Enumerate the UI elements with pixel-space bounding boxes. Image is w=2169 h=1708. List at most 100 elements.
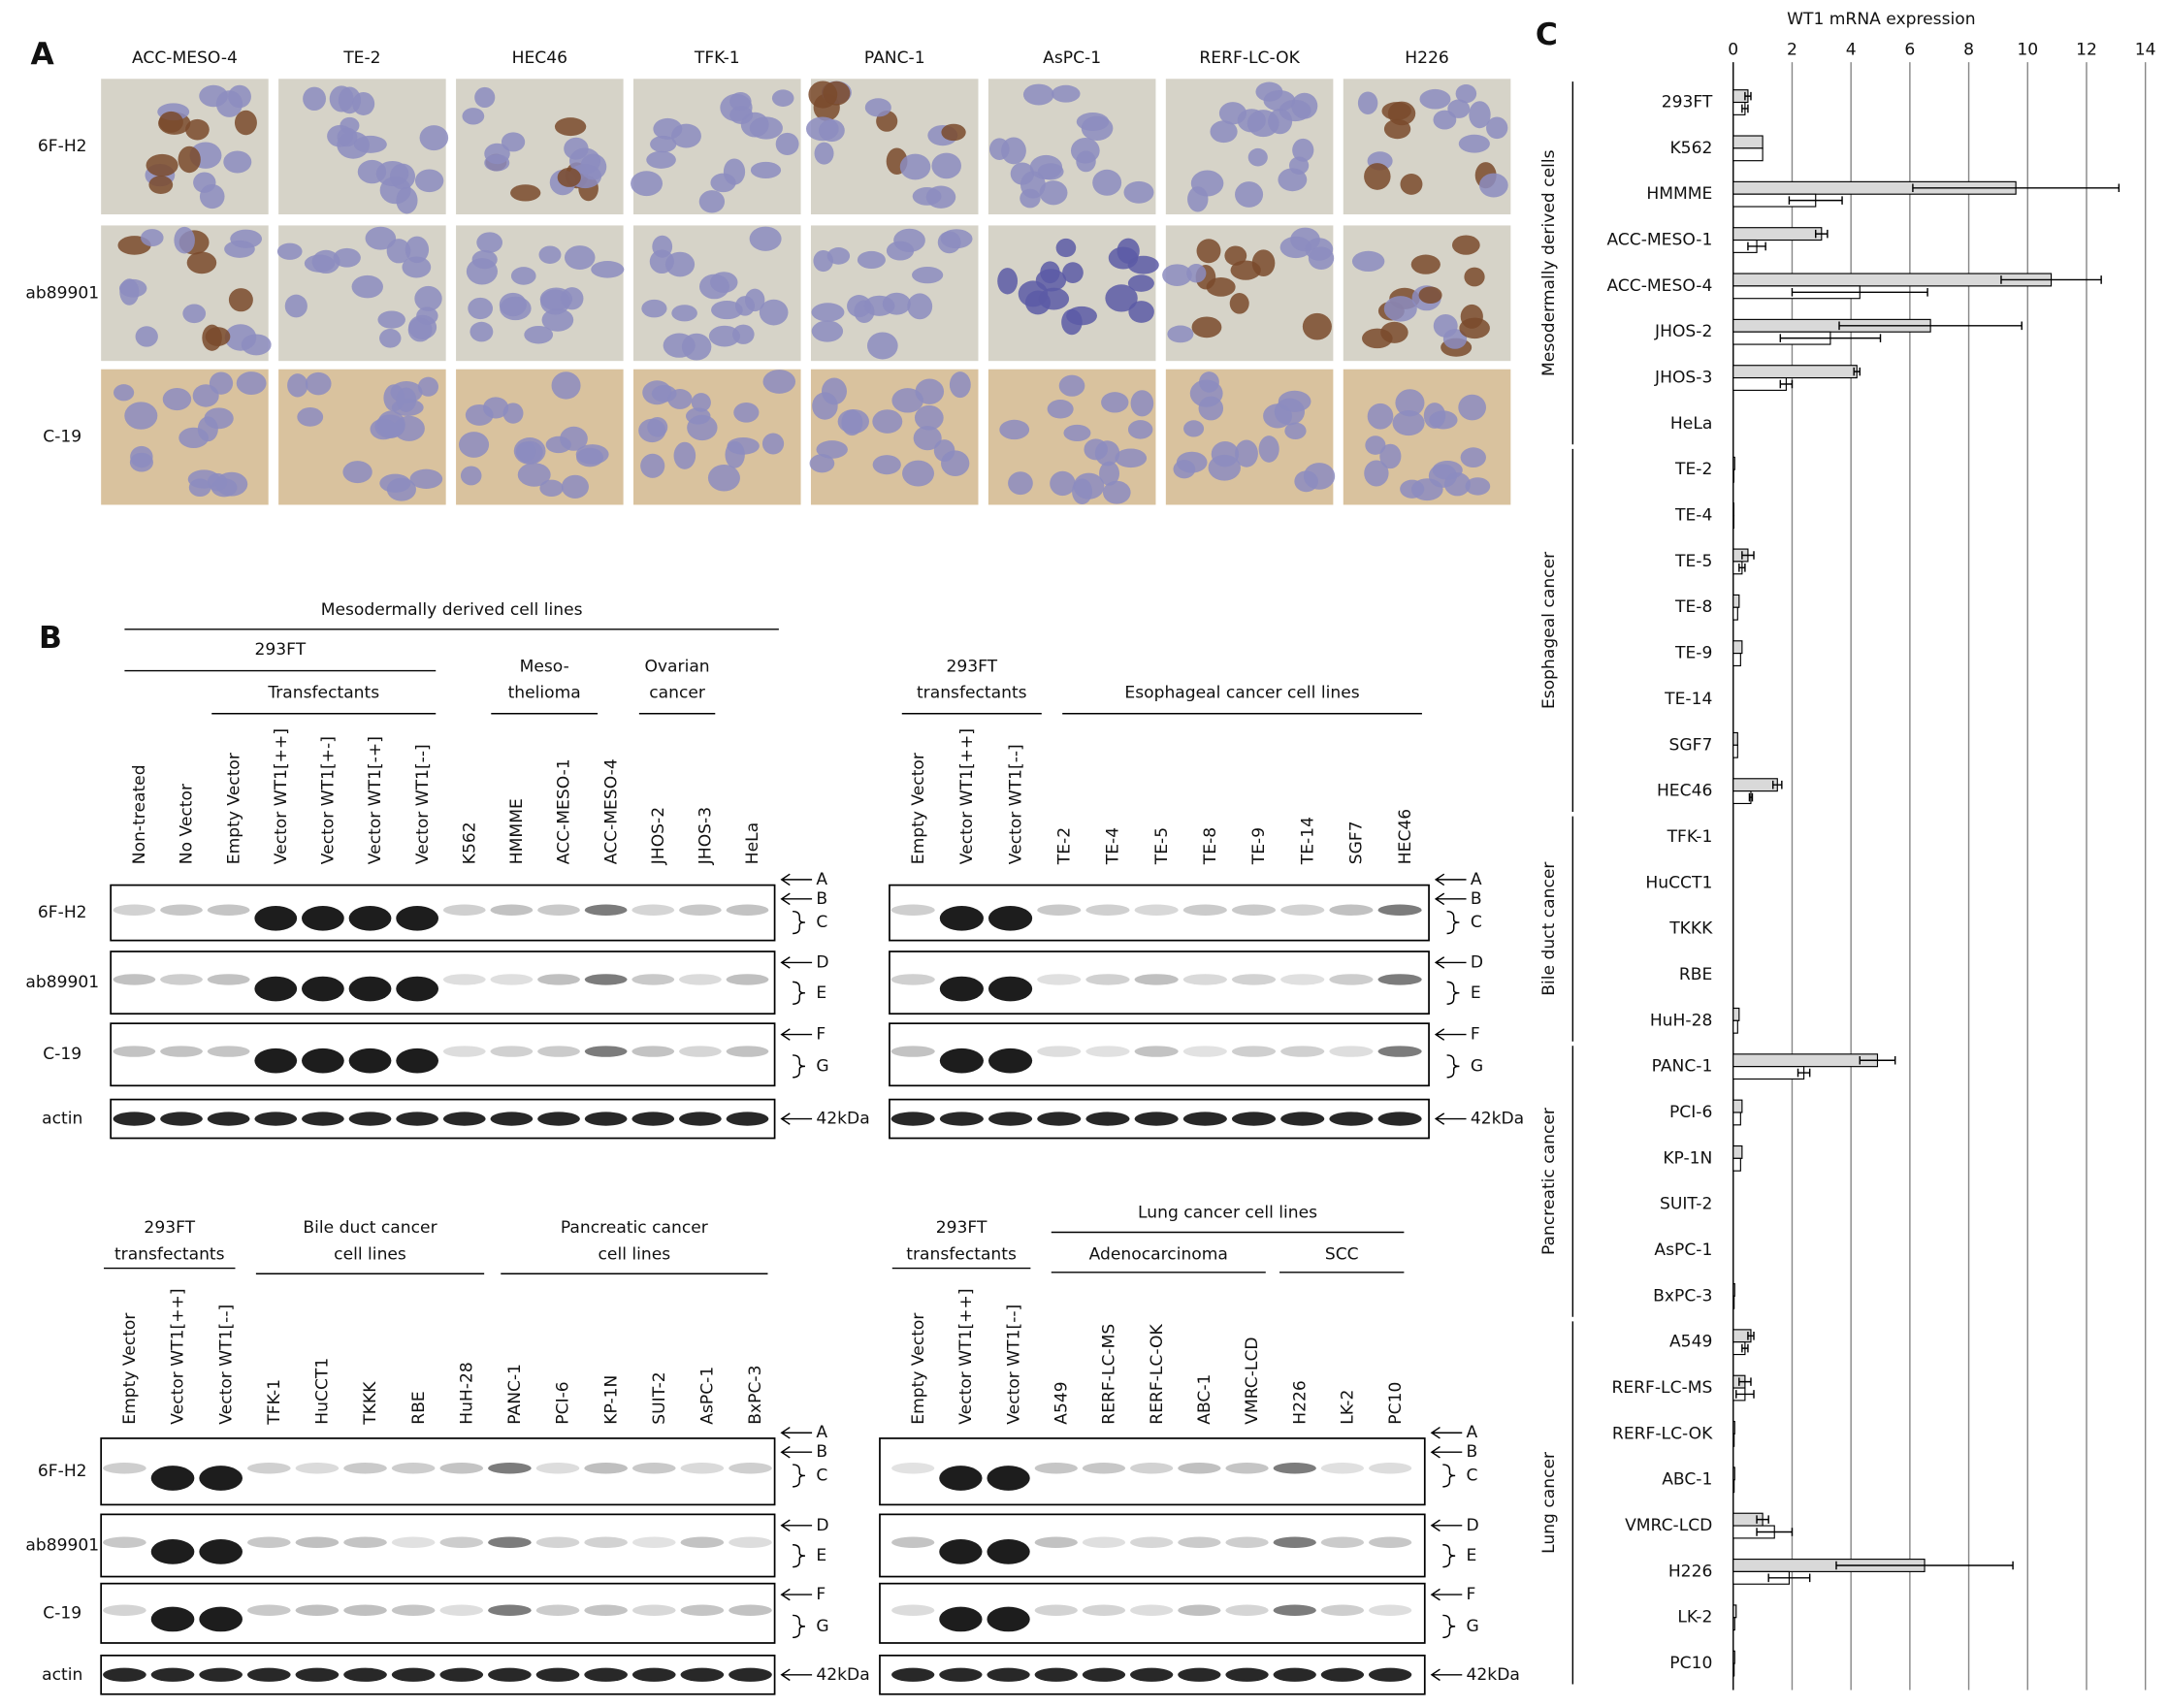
band	[1231, 974, 1277, 985]
band	[1034, 1463, 1078, 1474]
y-tick-label: BxPC-3	[1653, 1286, 1712, 1305]
error-bar	[1738, 564, 1746, 572]
group-header: Meso-	[520, 657, 569, 676]
nucleus	[561, 474, 589, 499]
band-marker: E	[816, 1546, 826, 1565]
band	[728, 1604, 772, 1616]
nucleus	[1127, 420, 1153, 439]
y-tick-label: HuH-28	[1650, 1011, 1713, 1030]
blot-box	[110, 1022, 776, 1087]
brace	[793, 1464, 805, 1488]
band	[295, 1463, 340, 1474]
bar	[1732, 731, 1738, 746]
brace	[1442, 1544, 1456, 1568]
band	[113, 1112, 156, 1126]
group-header: transfectants	[906, 1244, 1017, 1264]
band	[1329, 1046, 1374, 1057]
nucleus	[468, 297, 494, 320]
lane-label: A549	[1052, 1381, 1071, 1424]
nucleus	[223, 150, 252, 174]
error-bar	[1747, 242, 1766, 251]
band	[939, 976, 984, 1002]
nucleus	[329, 85, 354, 113]
nucleus	[857, 250, 886, 270]
error-bar	[1815, 229, 1829, 239]
y-tick-label: PC10	[1669, 1654, 1712, 1673]
nucleus	[234, 110, 257, 136]
band	[890, 904, 935, 916]
nucleus	[510, 184, 541, 202]
band	[1130, 1604, 1174, 1616]
band	[631, 1667, 676, 1682]
nucleus	[162, 388, 192, 411]
nucleus	[405, 236, 430, 264]
band	[1280, 974, 1325, 985]
band	[150, 1466, 195, 1491]
band-marker: C	[1467, 1466, 1478, 1485]
nucleus	[1010, 162, 1035, 185]
lane-label: RBE	[409, 1391, 429, 1424]
band	[442, 974, 486, 985]
bar	[1732, 1604, 1737, 1619]
band	[1225, 1536, 1269, 1548]
nucleus	[284, 294, 308, 318]
band	[348, 1112, 392, 1126]
nucleus	[1001, 137, 1026, 165]
nucleus	[178, 145, 201, 174]
band	[939, 1606, 983, 1632]
arrow	[1430, 1445, 1463, 1459]
group-header: 293FT	[255, 640, 307, 660]
nucleus	[1278, 168, 1308, 192]
lane-label: Vector WT1[++]	[169, 1288, 188, 1424]
lane-label: Non-treated	[130, 764, 149, 864]
lane-label: Vector WT1[+-]	[319, 736, 339, 864]
lane-label: PANC-1	[505, 1364, 525, 1425]
band	[1182, 974, 1227, 985]
band	[1134, 1046, 1179, 1057]
band	[939, 1539, 983, 1564]
band	[246, 1536, 291, 1548]
band-marker: G	[816, 1617, 828, 1636]
nucleus	[375, 160, 409, 187]
band	[728, 1463, 772, 1474]
band	[584, 1536, 628, 1548]
y-tick-label: TE-14	[1664, 690, 1712, 709]
nucleus	[409, 468, 443, 489]
band	[679, 1112, 722, 1126]
lane-label: TE-5	[1152, 827, 1172, 865]
band	[442, 904, 486, 916]
band	[1085, 1112, 1130, 1126]
y-tick-label: 293FT	[1662, 93, 1713, 113]
band	[1320, 1536, 1365, 1548]
arrow	[1434, 956, 1467, 969]
band-marker: A	[816, 870, 827, 889]
band	[113, 974, 156, 985]
y-tick-label: TKKK	[1668, 919, 1713, 939]
nucleus	[1383, 296, 1417, 322]
nucleus	[759, 299, 789, 326]
lane-label: TE-14	[1298, 817, 1317, 865]
band	[343, 1536, 387, 1548]
band	[1377, 1112, 1422, 1126]
error-bar	[1838, 321, 2023, 331]
band-marker: F	[1471, 1025, 1480, 1045]
nucleus	[1410, 254, 1441, 274]
nucleus	[539, 479, 564, 498]
nucleus	[761, 433, 785, 455]
nucleus	[1392, 409, 1425, 436]
nucleus	[1364, 460, 1389, 487]
band	[1320, 1667, 1365, 1682]
band	[1082, 1667, 1126, 1682]
nucleus	[1230, 260, 1261, 280]
group-header: Ovarian	[644, 657, 709, 676]
bar	[1732, 744, 1738, 758]
band	[631, 1046, 675, 1057]
nucleus	[914, 404, 944, 431]
nucleus	[377, 310, 405, 329]
nucleus	[1127, 274, 1154, 292]
nucleus	[228, 288, 253, 312]
nucleus	[1279, 236, 1312, 259]
arrow	[1434, 873, 1467, 886]
nucleus	[949, 371, 971, 399]
x-tick-label: 4	[1846, 40, 1857, 59]
